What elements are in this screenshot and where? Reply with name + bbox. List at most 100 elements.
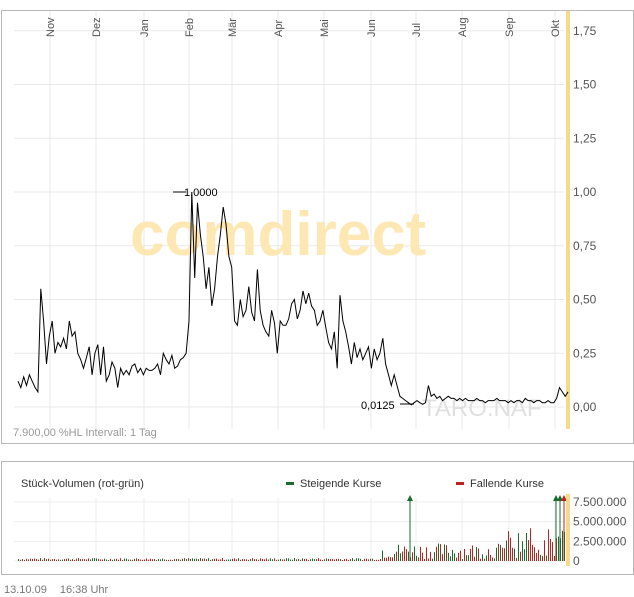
volume-bar <box>242 559 243 561</box>
volume-bar <box>268 559 269 561</box>
x-tick-label: Okt <box>550 20 562 37</box>
volume-bar <box>352 558 353 561</box>
volume-bar <box>62 559 63 561</box>
y-tick-label: 1,00 <box>573 185 597 199</box>
volume-bar <box>490 554 491 561</box>
price-chart: comdirect TARO.NAF Nov Dez Jan Feb Mär Apr Mai… <box>13 11 597 439</box>
price-grid <box>14 11 564 429</box>
volume-bar <box>480 558 481 561</box>
volume-bar <box>422 552 423 561</box>
volume-bar <box>108 559 109 561</box>
volume-bar <box>188 558 189 561</box>
volume-bar <box>106 559 107 561</box>
volume-bar <box>102 559 103 561</box>
x-tick-label: Aug <box>457 17 469 37</box>
volume-bar <box>178 558 179 561</box>
volume-bar <box>348 559 349 561</box>
volume-bar <box>504 548 505 561</box>
volume-bar <box>20 559 21 561</box>
volume-bar <box>302 558 303 561</box>
volume-bar <box>296 559 297 561</box>
volume-bar <box>136 558 137 561</box>
volume-bar <box>510 537 511 561</box>
volume-bar <box>234 558 235 561</box>
volume-bar <box>146 558 147 561</box>
volume-bar <box>318 558 319 561</box>
y-tick-label: 1,50 <box>573 78 597 92</box>
volume-bar <box>128 559 129 561</box>
volume-bar <box>190 559 191 561</box>
volume-bar <box>60 559 61 561</box>
volume-bar <box>398 544 399 561</box>
volume-bar <box>506 540 507 561</box>
volume-grid <box>14 498 564 562</box>
volume-bar <box>232 558 233 561</box>
y-tick-label: 1,25 <box>573 131 597 145</box>
volume-bar <box>472 545 473 561</box>
y-tick-label: 0,75 <box>573 239 597 253</box>
volume-bar <box>100 559 101 561</box>
volume-bar <box>310 559 311 561</box>
volume-bar <box>170 559 171 561</box>
volume-bar <box>194 558 195 561</box>
volume-bar <box>416 555 417 561</box>
volume-bar <box>404 546 405 561</box>
legend-rise-label: Steigende Kurse <box>300 478 381 490</box>
volume-bar <box>54 558 55 561</box>
volume-bar <box>324 559 325 561</box>
volume-bar <box>496 547 497 561</box>
volume-bar <box>112 559 113 561</box>
volume-bar <box>262 558 263 561</box>
volume-spike-arrow <box>557 495 563 501</box>
volume-bar <box>520 551 521 561</box>
volume-bar <box>114 559 115 561</box>
volume-bar <box>530 528 531 561</box>
volume-bar <box>372 558 373 561</box>
volume-bar <box>384 557 385 561</box>
volume-bar <box>402 551 403 561</box>
volume-bar <box>220 559 221 561</box>
volume-bar <box>322 559 323 561</box>
volume-bar <box>498 543 499 561</box>
volume-bar <box>86 559 87 561</box>
volume-bar <box>52 559 53 561</box>
volume-bar <box>116 558 117 561</box>
volume-bar <box>122 559 123 561</box>
volume-bar <box>184 558 185 561</box>
volume-bar <box>340 559 341 561</box>
volume-bar <box>64 559 65 561</box>
volume-bar <box>166 559 167 561</box>
volume-bar <box>428 558 429 561</box>
volume-bar <box>536 553 537 561</box>
volume-bar <box>254 559 255 561</box>
volume-bar <box>488 549 489 561</box>
volume-bar <box>508 531 509 561</box>
volume-bar <box>390 557 391 561</box>
x-axis-labels: Nov Dez Jan Feb Mär Apr Mai Jun Jul Aug Sep Okt <box>45 17 562 37</box>
volume-bar <box>328 558 329 561</box>
volume-bar <box>368 559 369 561</box>
x-tick-label: Nov <box>45 17 57 37</box>
volume-bar <box>290 559 291 561</box>
volume-bar <box>460 550 461 561</box>
volume-bar <box>92 558 93 561</box>
volume-bar <box>104 558 105 561</box>
volume-bar <box>80 559 81 561</box>
legend-fall-swatch <box>456 482 464 485</box>
volume-bar <box>238 558 239 561</box>
volume-bar <box>204 558 205 561</box>
volume-bar <box>458 552 459 561</box>
volume-bar <box>386 557 387 561</box>
volume-bar <box>82 559 83 561</box>
y-tick-label: 0,50 <box>573 293 597 307</box>
volume-bar <box>456 557 457 561</box>
volume-bar <box>388 556 389 561</box>
volume-bar <box>164 559 165 561</box>
volume-bar <box>420 546 421 561</box>
y-tick-label: 1,75 <box>573 24 597 38</box>
volume-bar <box>94 558 95 561</box>
volume-bars <box>18 495 567 561</box>
y-tick-label: 0,00 <box>573 400 597 414</box>
volume-bar <box>344 559 345 561</box>
volume-bar <box>380 559 381 561</box>
